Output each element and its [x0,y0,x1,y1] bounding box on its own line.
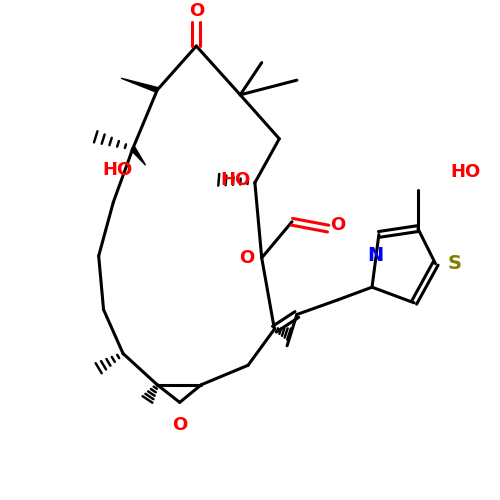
Text: HO: HO [450,163,480,181]
Polygon shape [131,147,146,165]
Text: S: S [447,254,461,273]
Text: O: O [188,2,204,20]
Text: N: N [367,246,383,265]
Polygon shape [121,78,158,92]
Text: O: O [238,249,254,267]
Text: HO: HO [102,161,133,179]
Text: O: O [330,216,345,234]
Text: HO: HO [220,171,251,189]
Text: O: O [172,416,188,434]
